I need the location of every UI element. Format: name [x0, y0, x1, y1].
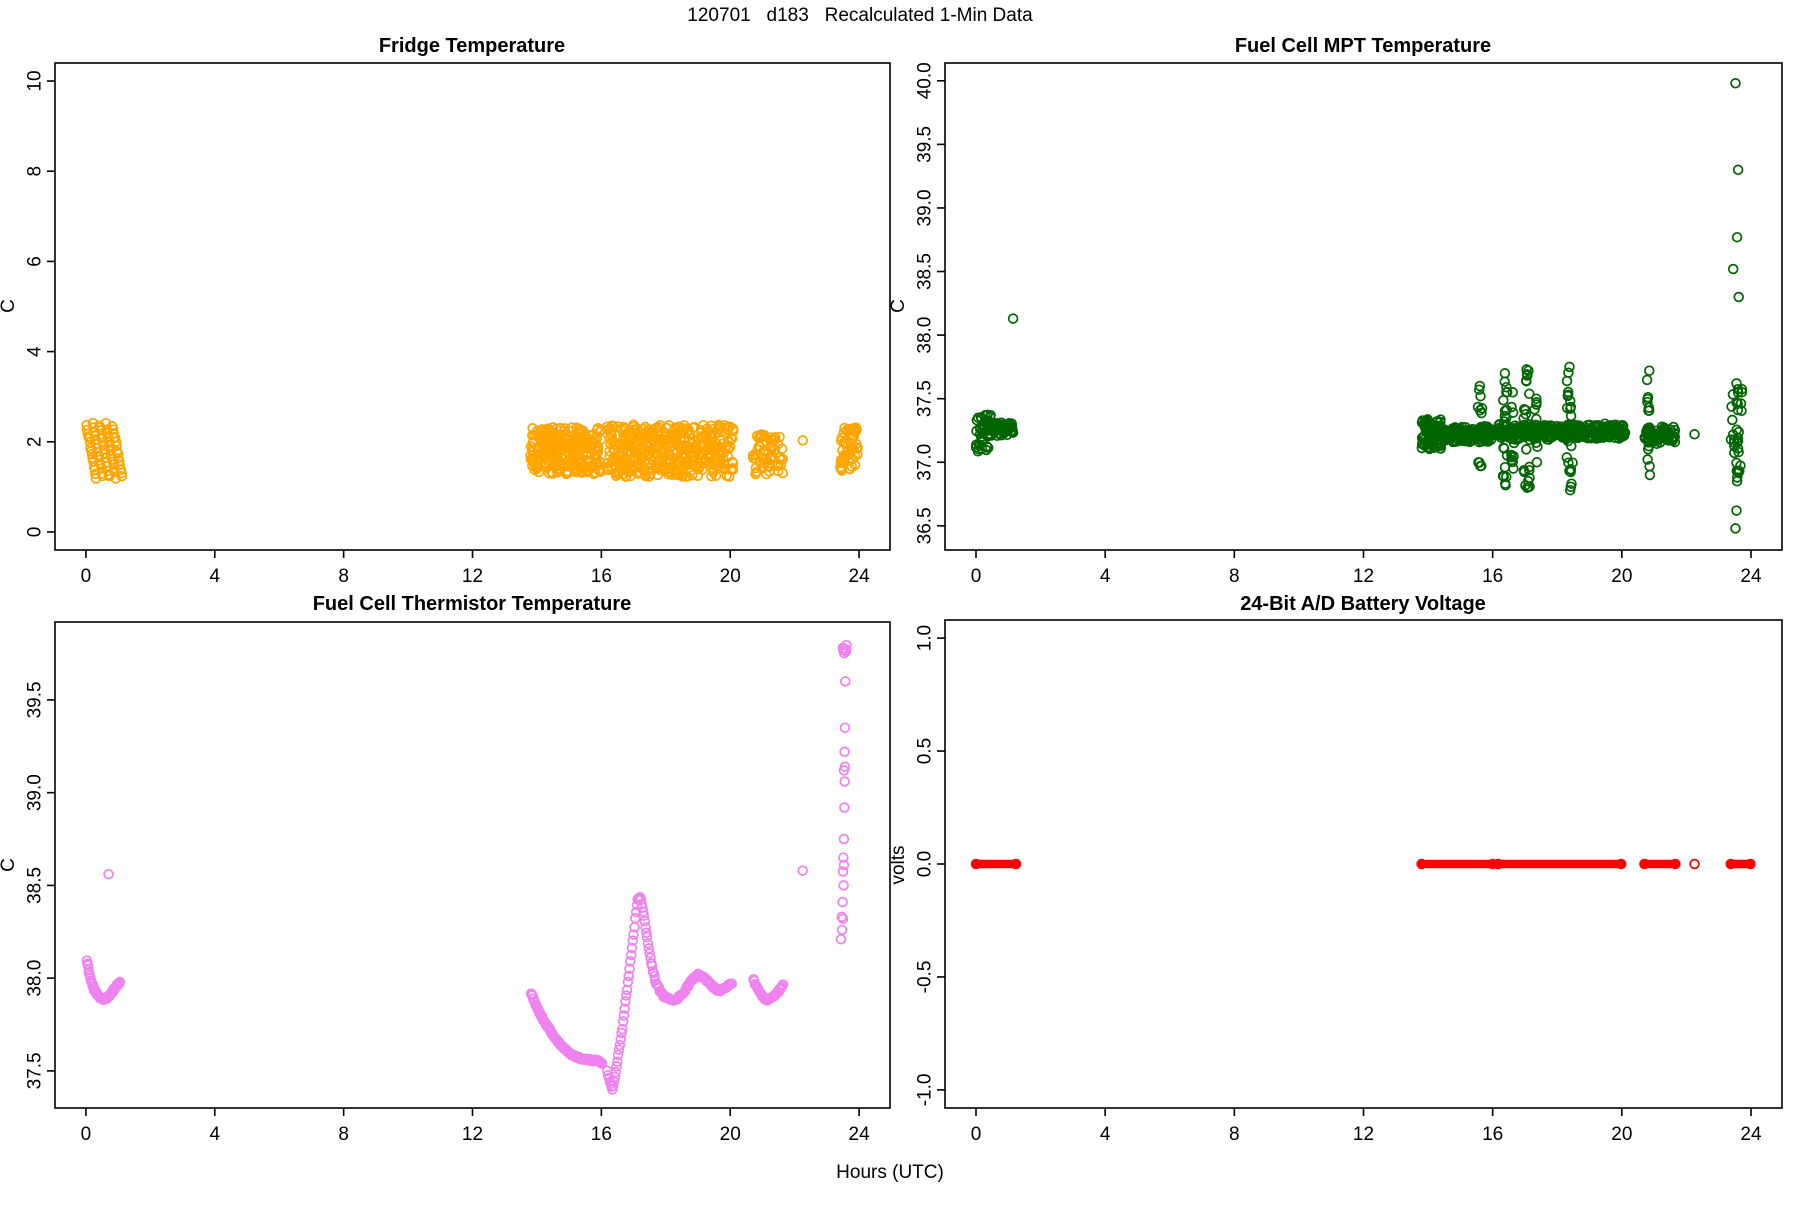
points-fuel-cell-thermistor-temperature: [81, 639, 852, 1095]
y-tick-fuel-cell-thermistor-temperature: 38.0: [25, 960, 46, 997]
x-tick-fuel-cell-mpt-temperature: 8: [1229, 566, 1240, 587]
x-tick-battery-voltage: 12: [1353, 1124, 1374, 1145]
figure-title: 120701 d183 Recalculated 1-Min Data: [687, 5, 1033, 26]
x-tick-fridge-temperature: 0: [81, 566, 92, 587]
y-axis-label-mpt: C: [888, 299, 909, 313]
panel-title-battery: 24-Bit A/D Battery Voltage: [1240, 593, 1486, 615]
x-tick-battery-voltage: 0: [971, 1124, 982, 1145]
y-tick-fuel-cell-mpt-temperature: 38.0: [915, 317, 936, 354]
chart-fuel-cell-mpt-temperature: 0 4 8 12 16 20 24 36.5 37.0 37.5 38.0 38.5 39.0 39.5 4…: [915, 62, 1783, 587]
y-tick-fuel-cell-mpt-temperature: 36.5: [915, 507, 936, 544]
y-tick-fuel-cell-mpt-temperature: 37.0: [915, 444, 936, 481]
y-tick-fridge-temperature: 2: [25, 436, 46, 447]
x-tick-fuel-cell-mpt-temperature: 24: [1740, 566, 1762, 587]
y-tick-fuel-cell-thermistor-temperature: 39.0: [25, 774, 46, 811]
x-tick-battery-voltage: 20: [1611, 1124, 1632, 1145]
y-tick-fridge-temperature: 0: [25, 527, 46, 538]
y-tick-battery-voltage: 0.5: [915, 738, 936, 764]
x-tick-fuel-cell-thermistor-temperature: 20: [720, 1124, 741, 1145]
y-tick-fuel-cell-mpt-temperature: 40.0: [915, 62, 936, 99]
y-tick-battery-voltage: -1.0: [915, 1074, 936, 1107]
points-fuel-cell-mpt-temperature: [970, 78, 1748, 534]
y-axis-label-thermistor: C: [0, 858, 19, 872]
x-tick-battery-voltage: 24: [1740, 1124, 1762, 1145]
points-battery-voltage: [970, 858, 1756, 870]
chart-fuel-cell-thermistor-temperature: 0 4 8 12 16 20 24 37.5 38.0 38.5 39.0 39.5: [25, 621, 891, 1145]
x-tick-battery-voltage: 8: [1229, 1124, 1240, 1145]
y-tick-fuel-cell-thermistor-temperature: 37.5: [25, 1052, 46, 1089]
y-tick-battery-voltage: -0.5: [915, 961, 936, 994]
panel-title-mpt: Fuel Cell MPT Temperature: [1235, 35, 1491, 57]
x-tick-battery-voltage: 16: [1482, 1124, 1503, 1145]
x-tick-fridge-temperature: 4: [209, 566, 220, 587]
y-axis-label-fridge: C: [0, 299, 19, 313]
x-tick-fridge-temperature: 12: [462, 566, 483, 587]
y-axis-label-battery: volts: [888, 845, 909, 884]
x-tick-fuel-cell-mpt-temperature: 12: [1353, 566, 1374, 587]
y-tick-fridge-temperature: 4: [25, 346, 46, 357]
y-tick-fridge-temperature: 6: [25, 256, 46, 267]
x-tick-fuel-cell-mpt-temperature: 4: [1100, 566, 1111, 587]
y-tick-battery-voltage: 0.0: [915, 851, 936, 877]
x-tick-fridge-temperature: 20: [720, 566, 741, 587]
x-tick-fuel-cell-thermistor-temperature: 24: [849, 1124, 871, 1145]
x-tick-fuel-cell-thermistor-temperature: 4: [209, 1124, 220, 1145]
panel-title-fridge: Fridge Temperature: [379, 35, 565, 57]
y-tick-fuel-cell-mpt-temperature: 39.0: [915, 189, 936, 226]
x-tick-battery-voltage: 4: [1100, 1124, 1111, 1145]
x-tick-fridge-temperature: 16: [591, 566, 612, 587]
chart-battery-voltage: 0 4 8 12 16 20 24 -1.0 -0.5 0.0 0.5 1.0: [915, 619, 1783, 1145]
y-tick-fuel-cell-mpt-temperature: 38.5: [915, 253, 936, 290]
y-tick-fuel-cell-thermistor-temperature: 38.5: [25, 867, 46, 904]
y-tick-fuel-cell-mpt-temperature: 37.5: [915, 380, 936, 417]
y-tick-fuel-cell-thermistor-temperature: 39.5: [25, 681, 46, 718]
y-tick-fridge-temperature: 8: [25, 166, 46, 177]
points-fridge-temperature: [81, 417, 863, 484]
x-tick-fuel-cell-thermistor-temperature: 16: [591, 1124, 612, 1145]
y-tick-fridge-temperature: 10: [25, 70, 46, 91]
x-tick-fuel-cell-mpt-temperature: 0: [971, 566, 982, 587]
x-tick-fuel-cell-thermistor-temperature: 8: [338, 1124, 349, 1145]
x-tick-fridge-temperature: 24: [849, 566, 871, 587]
y-tick-battery-voltage: 1.0: [915, 625, 936, 651]
y-tick-fuel-cell-mpt-temperature: 39.5: [915, 126, 936, 163]
panel-title-thermistor: Fuel Cell Thermistor Temperature: [313, 593, 632, 615]
x-tick-fuel-cell-thermistor-temperature: 12: [462, 1124, 483, 1145]
x-tick-fuel-cell-thermistor-temperature: 0: [81, 1124, 92, 1145]
x-tick-fuel-cell-mpt-temperature: 20: [1611, 566, 1632, 587]
x-axis-label: Hours (UTC): [836, 1162, 944, 1183]
x-tick-fridge-temperature: 8: [338, 566, 349, 587]
x-tick-fuel-cell-mpt-temperature: 16: [1482, 566, 1503, 587]
